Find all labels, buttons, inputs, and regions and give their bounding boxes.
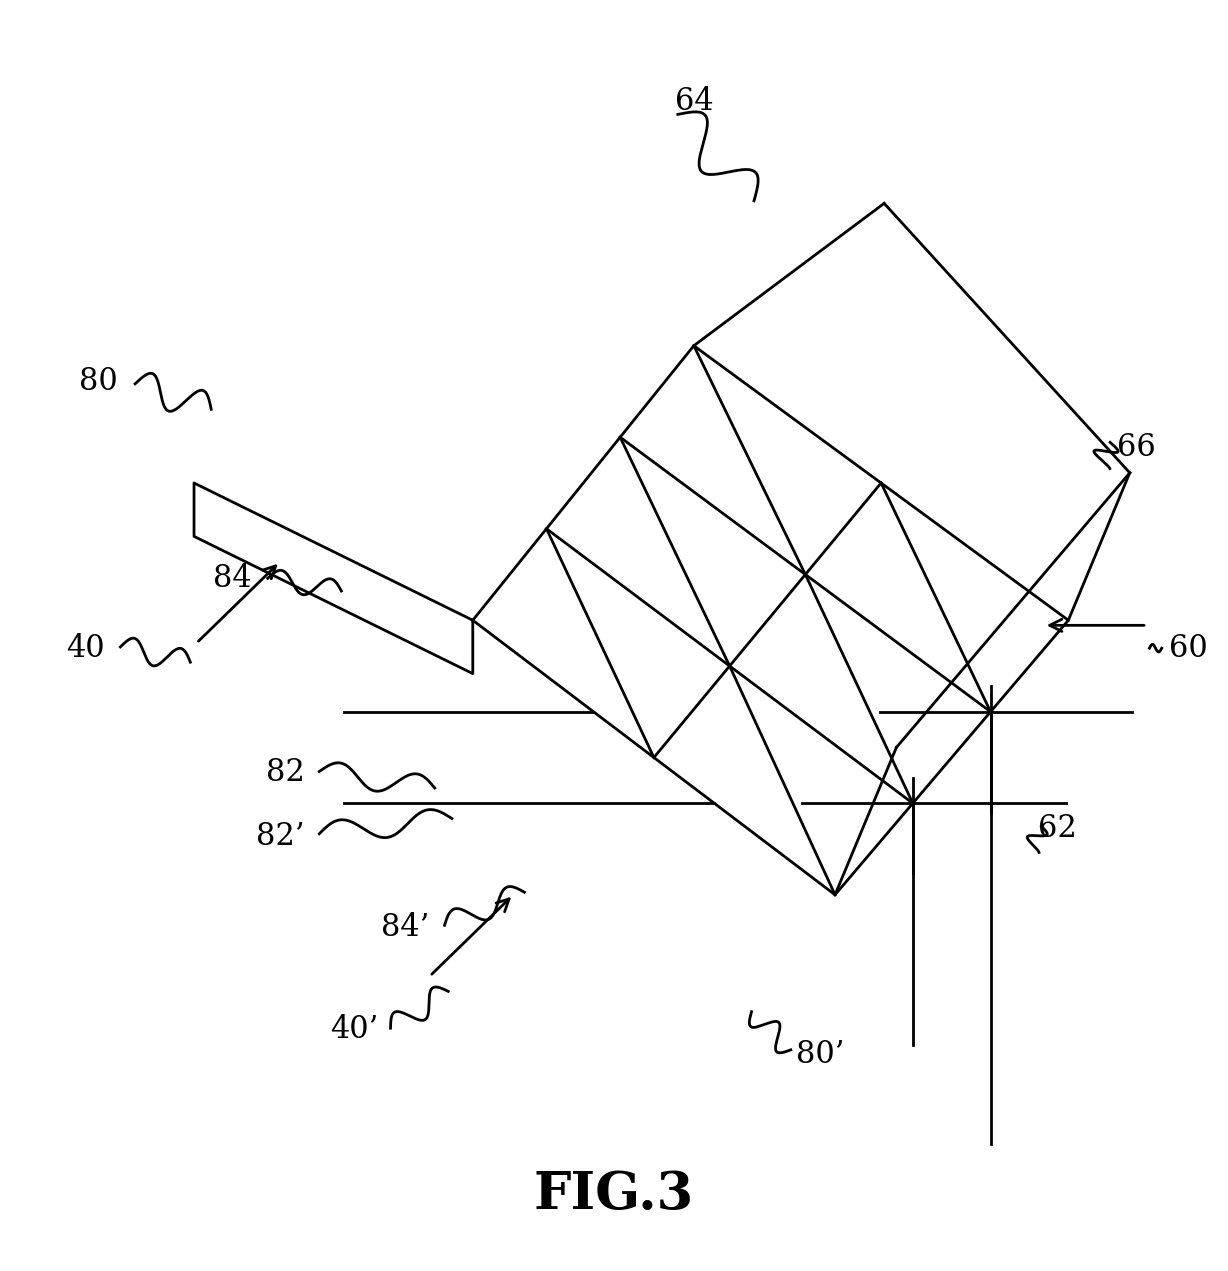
Text: 84’: 84’: [382, 913, 430, 943]
Text: 62: 62: [1038, 813, 1077, 844]
Text: 80’: 80’: [796, 1040, 844, 1070]
Text: 40’: 40’: [330, 1014, 378, 1045]
Text: 82: 82: [265, 758, 305, 788]
Text: 66: 66: [1117, 432, 1157, 463]
Text: 40: 40: [66, 633, 104, 663]
Text: FIG.3: FIG.3: [534, 1169, 694, 1220]
Text: 80: 80: [79, 366, 118, 397]
Text: 60: 60: [1169, 633, 1208, 663]
Text: 82’: 82’: [255, 821, 305, 852]
Text: 84: 84: [214, 563, 252, 594]
Text: 64: 64: [674, 86, 713, 117]
